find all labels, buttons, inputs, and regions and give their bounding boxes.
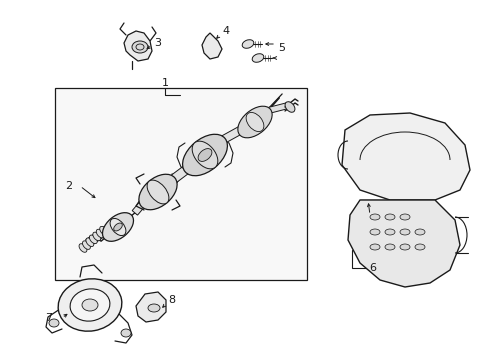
Ellipse shape: [148, 304, 160, 312]
Text: 4: 4: [222, 26, 229, 36]
Ellipse shape: [86, 238, 94, 247]
Ellipse shape: [110, 219, 125, 235]
Ellipse shape: [285, 102, 294, 112]
Polygon shape: [132, 193, 152, 215]
Text: 6: 6: [369, 263, 376, 273]
Ellipse shape: [384, 214, 394, 220]
Ellipse shape: [182, 134, 227, 176]
Ellipse shape: [399, 229, 409, 235]
Ellipse shape: [369, 244, 379, 250]
Ellipse shape: [245, 112, 264, 131]
Ellipse shape: [49, 319, 59, 327]
Text: 3: 3: [154, 38, 161, 48]
Ellipse shape: [414, 229, 424, 235]
Bar: [351, 250, 389, 268]
Ellipse shape: [114, 223, 122, 231]
Polygon shape: [124, 31, 152, 61]
Ellipse shape: [384, 229, 394, 235]
Ellipse shape: [79, 244, 87, 252]
Polygon shape: [85, 217, 123, 246]
Ellipse shape: [192, 141, 217, 169]
Ellipse shape: [132, 41, 148, 53]
Ellipse shape: [252, 54, 263, 62]
Ellipse shape: [96, 229, 104, 238]
Polygon shape: [202, 33, 222, 59]
Ellipse shape: [58, 279, 122, 331]
Polygon shape: [221, 122, 249, 143]
Polygon shape: [169, 159, 197, 184]
Text: 8: 8: [168, 295, 175, 305]
Ellipse shape: [384, 244, 394, 250]
Text: 5: 5: [278, 43, 285, 53]
Polygon shape: [136, 292, 165, 322]
Ellipse shape: [369, 214, 379, 220]
Ellipse shape: [82, 241, 90, 249]
Ellipse shape: [414, 244, 424, 250]
Ellipse shape: [242, 40, 253, 48]
Polygon shape: [267, 102, 290, 113]
Ellipse shape: [369, 229, 379, 235]
Ellipse shape: [82, 299, 98, 311]
Ellipse shape: [147, 180, 168, 204]
Ellipse shape: [399, 244, 409, 250]
Text: 1: 1: [161, 78, 168, 88]
Text: 7: 7: [45, 313, 52, 323]
Bar: [55, 88, 306, 280]
Polygon shape: [347, 200, 459, 287]
Text: 2: 2: [65, 181, 72, 191]
Ellipse shape: [89, 235, 97, 244]
Ellipse shape: [100, 226, 107, 235]
Ellipse shape: [139, 174, 177, 210]
Ellipse shape: [102, 213, 133, 241]
Ellipse shape: [93, 232, 101, 241]
Ellipse shape: [198, 149, 211, 161]
Polygon shape: [341, 113, 469, 200]
Ellipse shape: [399, 214, 409, 220]
Ellipse shape: [70, 289, 110, 321]
Ellipse shape: [237, 106, 272, 138]
Ellipse shape: [121, 329, 131, 337]
